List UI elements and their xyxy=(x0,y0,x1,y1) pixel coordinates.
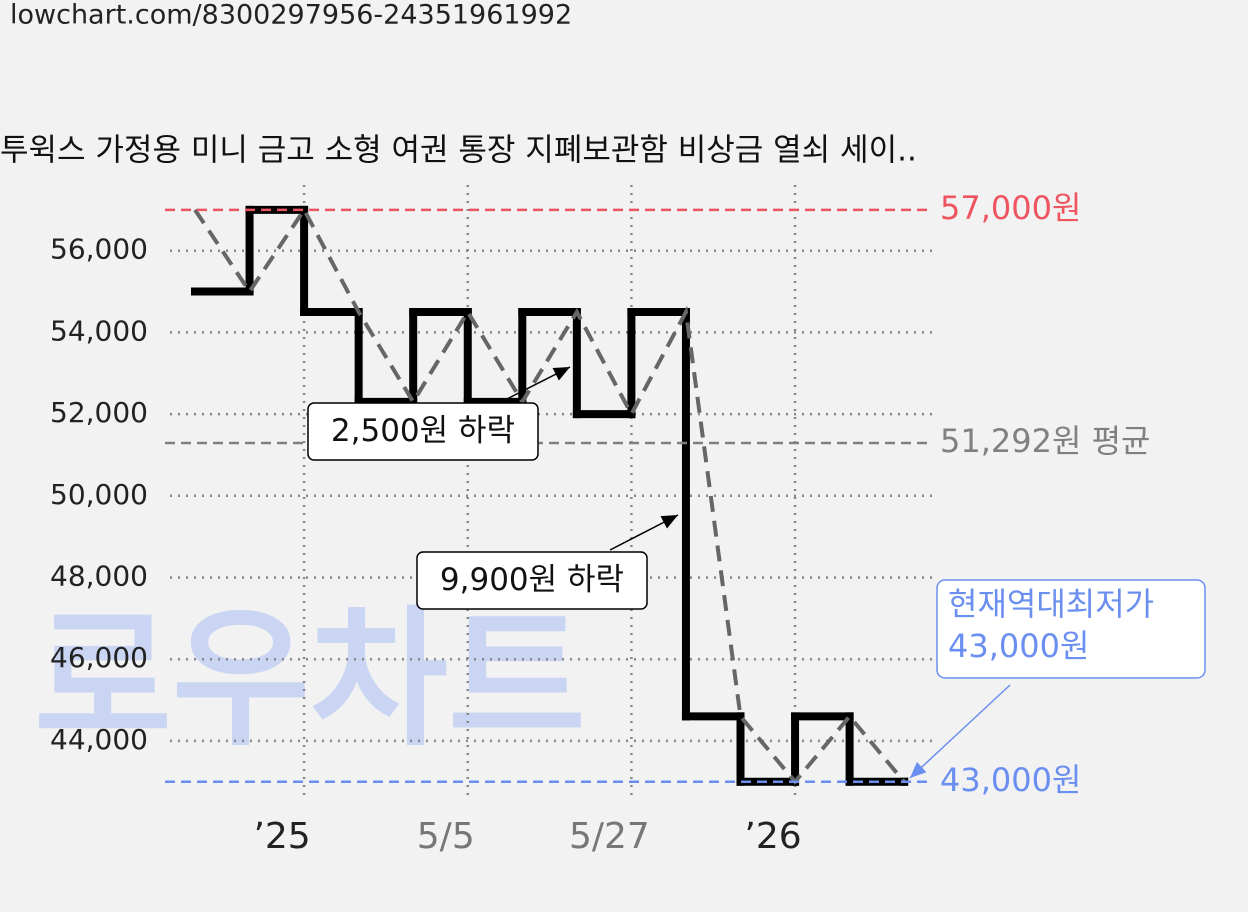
callout-arrow xyxy=(909,684,1011,779)
callout-text: 43,000원 xyxy=(948,627,1089,665)
y-tick-label: 48,000 xyxy=(50,560,148,593)
y-tick-label: 44,000 xyxy=(50,723,148,756)
callout-box xyxy=(936,579,1206,679)
url: lowchart.com/8300297956-24351961992 xyxy=(10,0,572,31)
annotation-box xyxy=(307,402,539,461)
annotation-text: 9,900원 하락 xyxy=(440,562,624,598)
annotation-box xyxy=(416,551,648,610)
reference-label: 57,000원 xyxy=(940,189,1081,227)
y-tick-label: 56,000 xyxy=(50,233,148,266)
x-tick-label: 5/5 xyxy=(417,816,475,857)
annotation-text: 2,500원 하락 xyxy=(331,413,515,449)
reference-label: 43,000원 xyxy=(940,761,1081,799)
chart-title: 투윅스 가정용 미니 금고 소형 여권 통장 지폐보관함 비상금 열쇠 세이.. xyxy=(0,133,917,169)
x-tick-label: ’26 xyxy=(744,816,801,857)
y-tick-label: 50,000 xyxy=(50,478,148,511)
y-tick-label: 52,000 xyxy=(50,396,148,429)
x-tick-label: ’25 xyxy=(253,816,310,857)
annotation-arrow-head xyxy=(660,515,678,529)
callout-text: 현재역대최저가 xyxy=(948,585,1154,623)
y-tick-label: 54,000 xyxy=(50,314,148,347)
callout-arrow-head xyxy=(910,761,927,778)
price-line xyxy=(193,205,906,785)
annotation-arrow-head xyxy=(552,367,570,381)
watermark: 로우차트 xyxy=(34,593,586,767)
y-tick-label: 46,000 xyxy=(50,641,148,674)
x-tick-label: 5/27 xyxy=(569,816,650,857)
reference-label: 51,292원 평균 xyxy=(940,422,1150,460)
